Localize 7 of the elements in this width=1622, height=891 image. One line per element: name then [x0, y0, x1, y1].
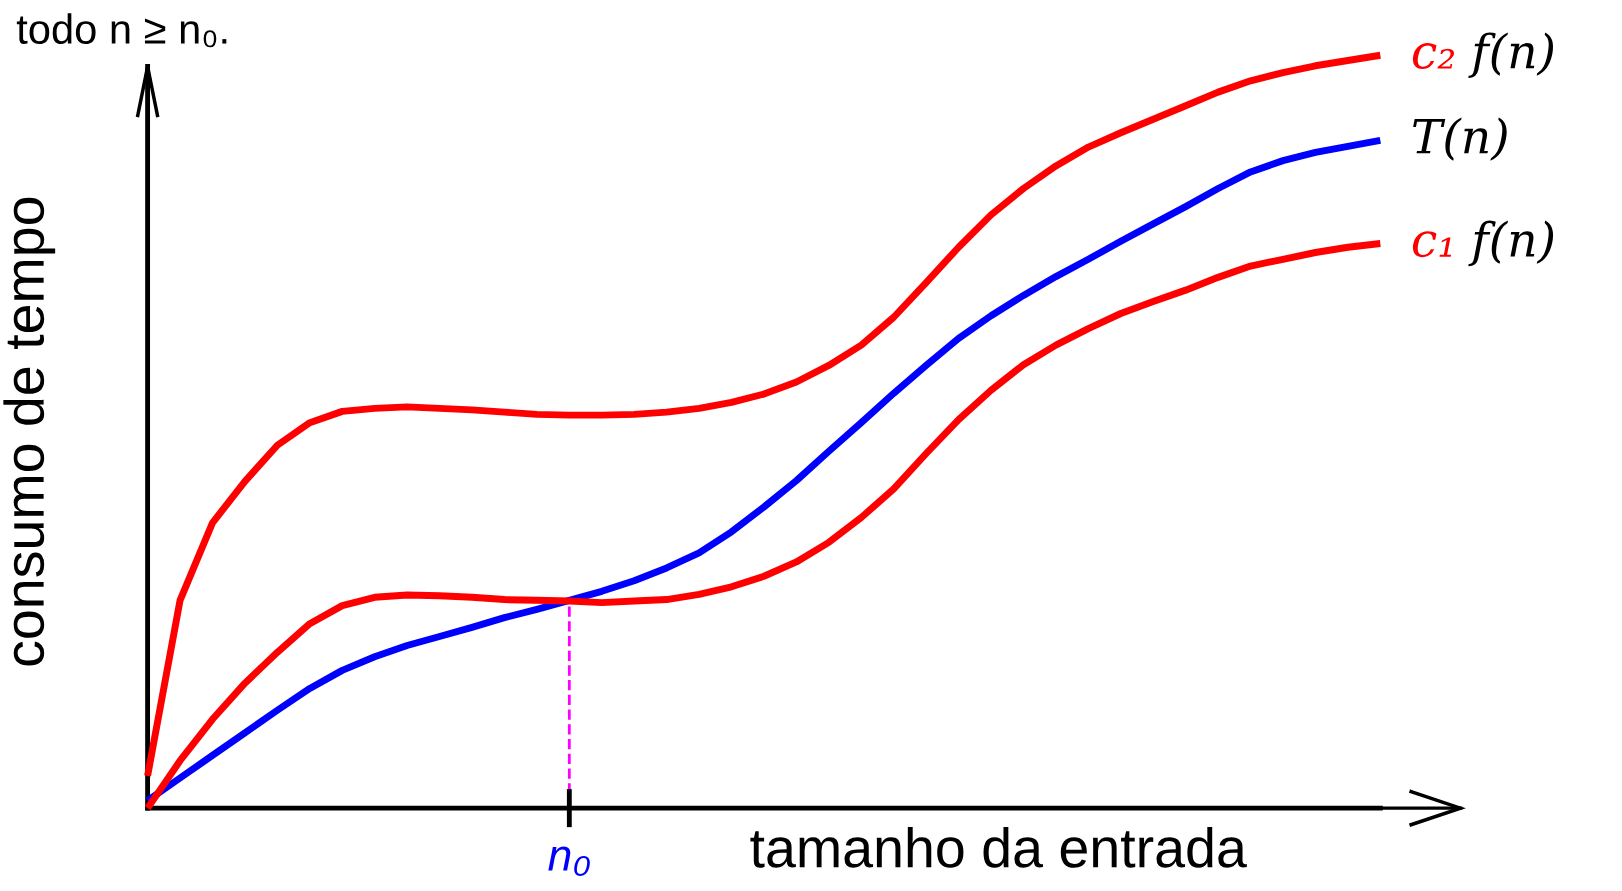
series-label: c₂ f(n) [1412, 32, 1554, 79]
y-axis-title: consumo de tempo [3, 197, 56, 666]
x-axis-title: tamanho da entrada [750, 826, 1247, 868]
text: n₀ [548, 846, 590, 877]
series-label: T(n) [1413, 117, 1507, 161]
text: todo n ≥ n₀. [16, 13, 227, 48]
series-label: c₁ f(n) [1412, 220, 1554, 267]
